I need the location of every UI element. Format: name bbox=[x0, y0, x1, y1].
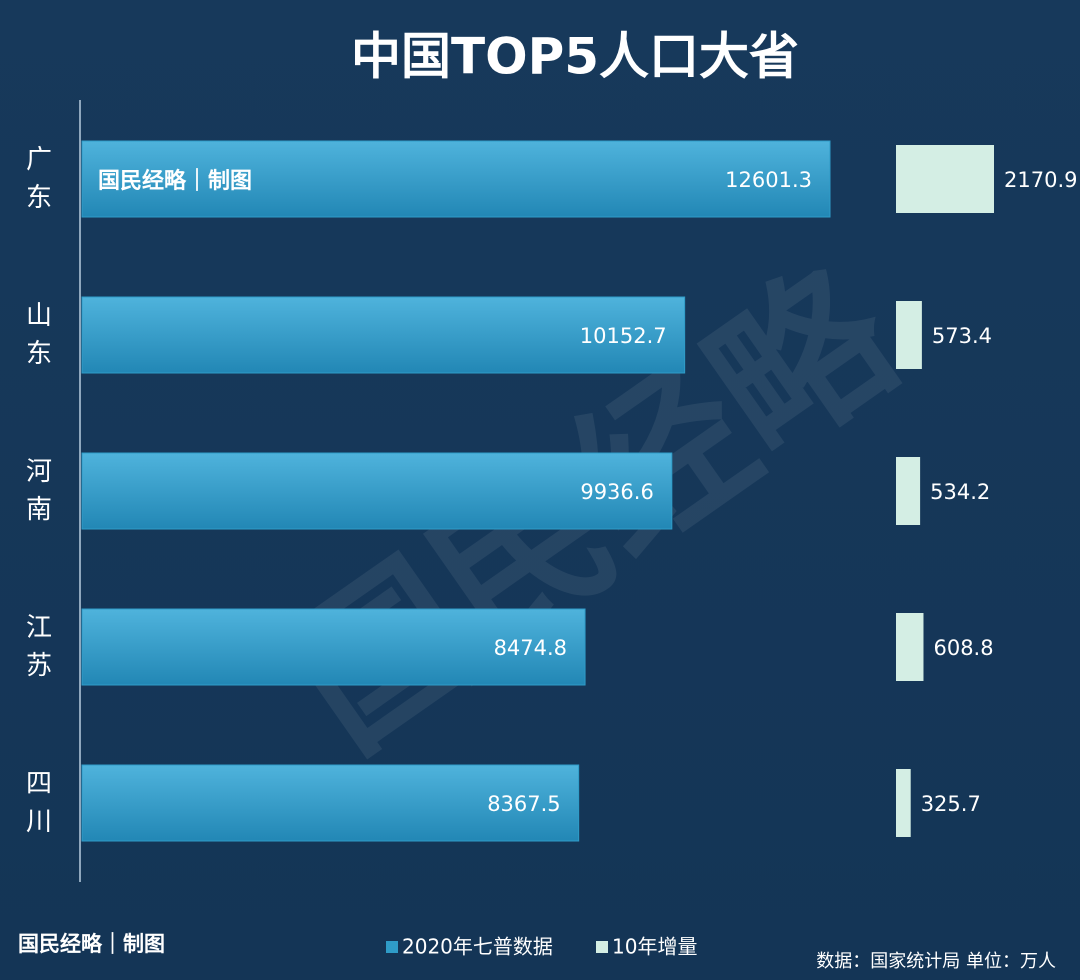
category-label: 江苏 bbox=[25, 613, 52, 681]
source: 数据：国家统计局 单位：万人 bbox=[816, 951, 1056, 972]
chart-title: 中国TOP5人口大省 bbox=[351, 28, 799, 86]
legend-marker bbox=[596, 941, 608, 953]
category-label: 广东 bbox=[25, 145, 52, 213]
increment-label: 325.7 bbox=[921, 792, 981, 816]
value-label: 8367.5 bbox=[487, 792, 560, 816]
increment-bar bbox=[896, 457, 921, 525]
brand: 国民经略｜制图 bbox=[18, 932, 165, 956]
category-label: 山东 bbox=[25, 301, 52, 369]
increment-bar bbox=[896, 145, 994, 213]
bar bbox=[81, 452, 673, 530]
brand-in-bar: 国民经略｜制图 bbox=[98, 168, 252, 194]
category-label: 河南 bbox=[25, 457, 52, 525]
value-label: 9936.6 bbox=[580, 480, 653, 504]
increment-label: 608.8 bbox=[933, 636, 993, 660]
bar bbox=[81, 764, 580, 842]
category-label: 四川 bbox=[25, 769, 52, 837]
increment-bar bbox=[896, 301, 922, 369]
value-label: 10152.7 bbox=[580, 324, 667, 348]
bar bbox=[81, 296, 686, 374]
bar bbox=[81, 608, 586, 686]
increment-bar bbox=[896, 769, 911, 837]
value-label: 8474.8 bbox=[494, 636, 567, 660]
increment-bar bbox=[896, 613, 924, 681]
legend-marker bbox=[386, 941, 398, 953]
increment-label: 573.4 bbox=[932, 324, 992, 348]
legend-label: 2020年七普数据 bbox=[402, 935, 553, 959]
increment-label: 534.2 bbox=[930, 480, 990, 504]
value-label: 12601.3 bbox=[725, 168, 812, 192]
legend-label: 10年增量 bbox=[612, 935, 697, 959]
increment-label: 2170.9 bbox=[1004, 168, 1077, 192]
bar bbox=[81, 140, 831, 218]
